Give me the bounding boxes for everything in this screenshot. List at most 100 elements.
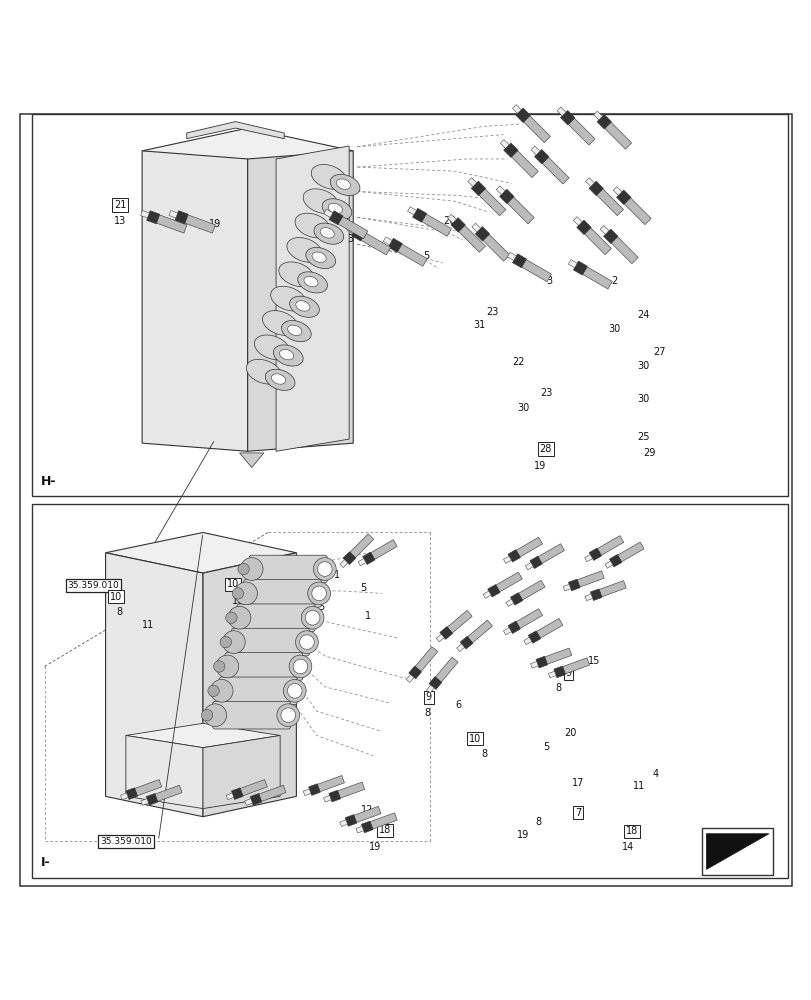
Polygon shape [414, 647, 437, 672]
Polygon shape [474, 227, 489, 241]
Ellipse shape [278, 262, 314, 287]
Text: 10: 10 [468, 734, 481, 744]
Polygon shape [604, 561, 612, 568]
Circle shape [293, 659, 307, 674]
Polygon shape [577, 571, 603, 587]
Ellipse shape [294, 213, 330, 238]
Polygon shape [584, 228, 611, 255]
Polygon shape [140, 799, 148, 805]
Circle shape [210, 679, 233, 702]
Circle shape [204, 704, 226, 727]
Polygon shape [503, 556, 511, 563]
Polygon shape [505, 599, 513, 606]
Circle shape [228, 606, 251, 629]
Polygon shape [456, 644, 464, 652]
Polygon shape [303, 789, 311, 796]
Polygon shape [169, 211, 178, 218]
Polygon shape [499, 189, 513, 204]
Text: 10: 10 [226, 579, 239, 589]
Polygon shape [126, 723, 280, 748]
Ellipse shape [320, 228, 334, 238]
Polygon shape [147, 211, 160, 224]
Circle shape [289, 655, 311, 678]
Polygon shape [542, 157, 569, 184]
Text: 9: 9 [564, 668, 571, 678]
Polygon shape [436, 634, 444, 642]
Text: 8: 8 [238, 611, 245, 621]
Polygon shape [346, 225, 355, 234]
Polygon shape [471, 223, 480, 232]
Ellipse shape [295, 301, 310, 311]
Circle shape [208, 685, 219, 697]
Text: 11: 11 [632, 781, 645, 791]
Polygon shape [244, 799, 252, 805]
Polygon shape [604, 122, 631, 149]
Circle shape [201, 709, 212, 721]
Polygon shape [426, 685, 434, 693]
Text: 8: 8 [480, 749, 487, 759]
Circle shape [220, 636, 231, 648]
Polygon shape [407, 207, 416, 215]
Polygon shape [590, 589, 601, 601]
Circle shape [232, 588, 243, 599]
Polygon shape [544, 648, 571, 664]
Polygon shape [354, 806, 380, 823]
Polygon shape [342, 552, 355, 565]
Ellipse shape [254, 335, 290, 360]
Polygon shape [337, 782, 364, 798]
Bar [32, 114, 787, 496]
Text: 28: 28 [539, 444, 551, 454]
Ellipse shape [303, 189, 338, 214]
Circle shape [301, 606, 324, 629]
Text: 10: 10 [109, 592, 122, 602]
Polygon shape [203, 553, 296, 817]
Text: 5: 5 [423, 251, 429, 261]
Text: 19: 19 [533, 461, 546, 471]
Polygon shape [593, 111, 602, 120]
Polygon shape [406, 674, 414, 682]
Polygon shape [597, 536, 623, 555]
Polygon shape [503, 143, 517, 157]
Polygon shape [617, 542, 643, 562]
Text: 15: 15 [587, 656, 600, 666]
Polygon shape [412, 208, 426, 222]
Polygon shape [435, 657, 457, 682]
Text: 3: 3 [546, 276, 552, 286]
Polygon shape [511, 151, 538, 178]
Polygon shape [239, 453, 264, 468]
FancyBboxPatch shape [212, 701, 290, 729]
Ellipse shape [330, 174, 359, 196]
Polygon shape [371, 540, 397, 559]
Polygon shape [105, 532, 296, 573]
Polygon shape [585, 178, 594, 187]
Text: 19: 19 [208, 219, 221, 229]
Text: 1: 1 [333, 570, 340, 580]
Polygon shape [323, 795, 331, 802]
Text: 17: 17 [571, 778, 584, 788]
Polygon shape [422, 214, 451, 236]
Ellipse shape [322, 199, 351, 220]
Polygon shape [355, 826, 363, 833]
Circle shape [305, 610, 320, 625]
Polygon shape [507, 252, 516, 260]
Text: 13: 13 [114, 216, 127, 226]
Polygon shape [467, 178, 476, 187]
Polygon shape [361, 821, 372, 833]
Circle shape [240, 558, 263, 580]
Polygon shape [515, 108, 530, 122]
Circle shape [225, 612, 237, 623]
Ellipse shape [306, 247, 335, 269]
Text: 5: 5 [318, 602, 324, 612]
Polygon shape [536, 618, 562, 638]
Polygon shape [225, 793, 234, 800]
FancyBboxPatch shape [243, 580, 321, 607]
Circle shape [277, 704, 299, 727]
Polygon shape [140, 211, 149, 218]
Polygon shape [516, 537, 542, 557]
Text: 30: 30 [637, 393, 650, 403]
Polygon shape [350, 534, 373, 558]
FancyBboxPatch shape [231, 628, 309, 656]
Circle shape [234, 582, 257, 605]
Polygon shape [155, 785, 182, 801]
Circle shape [299, 635, 314, 649]
